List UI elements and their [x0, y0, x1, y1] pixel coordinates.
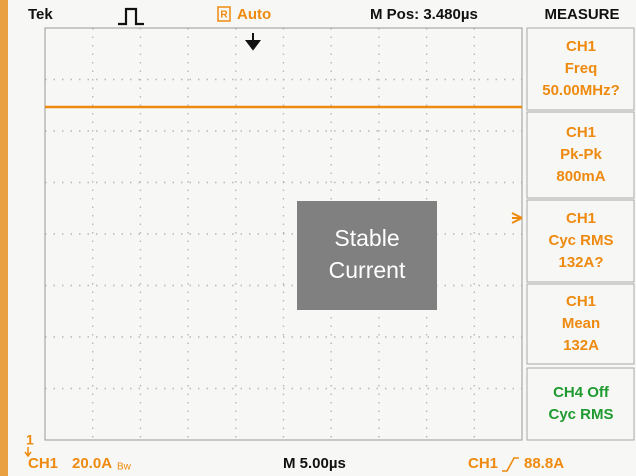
measure-menu: CH1 Freq 50.00MHz? CH1 Pk-Pk 800mA CH1 Cyc RMS 1… [526, 27, 635, 441]
mode: Auto [237, 6, 271, 23]
trigger-level-marker [511, 212, 523, 224]
trigger-position-marker [245, 33, 261, 51]
measure-box [526, 199, 635, 283]
measure-line: Cyc RMS [548, 232, 613, 249]
overlay-line: Current [329, 257, 406, 283]
measure-line: CH4 Off [553, 384, 610, 401]
measure-line: 50.00MHz? [542, 82, 620, 99]
graticule [45, 28, 522, 440]
measure-line: Pk-Pk [560, 146, 602, 163]
measure-line: CH1 [566, 293, 596, 310]
ground-arrow [24, 447, 32, 458]
run-icon: R [220, 10, 228, 21]
footer-channel: CH1 [28, 455, 58, 472]
measure-box [526, 367, 635, 441]
footer-timebase: M 5.00µs [283, 455, 346, 472]
measure-line: 800mA [556, 168, 605, 185]
measure-line: Mean [562, 315, 600, 332]
footer-trigger-level: 88.8A [524, 455, 564, 472]
measure-box [526, 283, 635, 365]
measure-line: CH1 [566, 124, 596, 141]
trigger-slope-icon [502, 457, 519, 472]
overlay-line: Stable [334, 225, 399, 251]
footer-scale: 20.0A [72, 455, 112, 472]
measure-line: CH1 [566, 38, 596, 55]
measure-line: 132A [563, 337, 599, 354]
left-edge [0, 0, 8, 476]
graticule-frame [44, 27, 523, 441]
footer-bandwidth: Bw [117, 462, 132, 473]
menu-title: MEASURE [544, 6, 619, 23]
position: M Pos: 3.480µs [370, 6, 478, 23]
trigger-icon [118, 7, 144, 26]
measure-line: Cyc RMS [548, 406, 613, 423]
footer-trigger-channel: CH1 [468, 455, 498, 472]
measure-box [526, 111, 635, 199]
run-icon-box [217, 6, 231, 22]
measure-box [526, 27, 635, 111]
measure-line: 132A? [558, 254, 603, 271]
ground-marker: 1 [26, 432, 34, 448]
measure-line: Freq [565, 60, 598, 77]
brand: Tek [28, 6, 53, 23]
overlay-box [297, 201, 437, 310]
measure-line: CH1 [566, 210, 596, 227]
